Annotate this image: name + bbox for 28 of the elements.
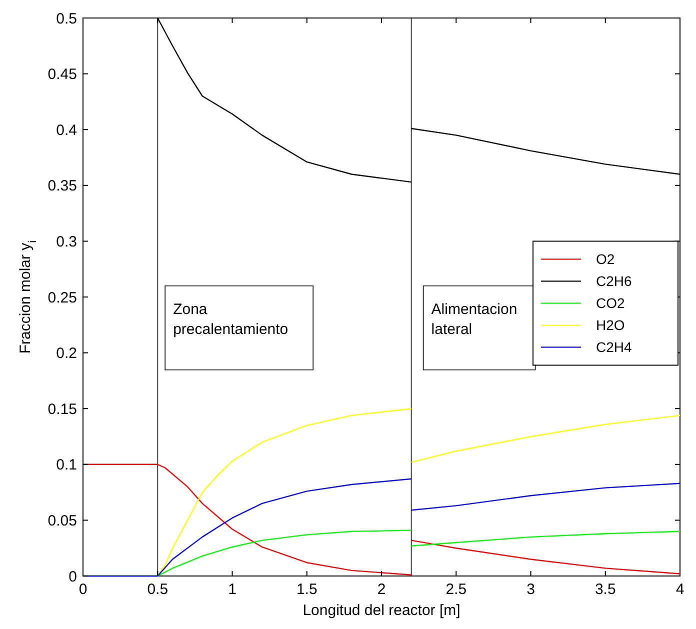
y-tick-label: 0.45 [48, 66, 77, 84]
legend-label: C2H4 [596, 339, 632, 356]
y-tick-label: 0.4 [56, 122, 77, 139]
x-tick-label: 1 [228, 581, 236, 598]
legend-label: C2H6 [596, 273, 632, 290]
y-tick-label: 0.35 [48, 178, 77, 195]
y-tick-label: 0.15 [48, 400, 77, 418]
y-tick-label: 0.1 [56, 456, 77, 474]
x-axis-title: Longitud del reactor [m] [302, 602, 460, 619]
x-tick-label: 0 [78, 581, 88, 598]
annotation: Alimentacion lateral [431, 300, 518, 338]
annotation: Zona precalentamiento [173, 300, 288, 338]
x-tick-label: 3.5 [594, 581, 616, 598]
y-tick-label: 0.25 [48, 289, 77, 306]
x-tick-label: 1.5 [296, 581, 318, 598]
x-tick-label: 2 [377, 581, 386, 598]
legend-label: H2O [596, 317, 625, 334]
y-tick-label: 0.3 [56, 233, 77, 250]
y-tick-label: 0.05 [48, 512, 77, 530]
x-tick-label: 2.5 [446, 581, 467, 598]
legend-label: CO2 [596, 295, 625, 312]
x-tick-label: 4 [676, 581, 684, 598]
x-tick-label: 0.5 [147, 581, 168, 598]
y-tick-label: 0.5 [56, 10, 77, 28]
y-tick-label: 0.2 [56, 345, 77, 362]
y-tick-label: 0 [68, 568, 77, 586]
x-tick-label: 3 [526, 581, 535, 598]
legend-label: O2 [596, 251, 615, 268]
